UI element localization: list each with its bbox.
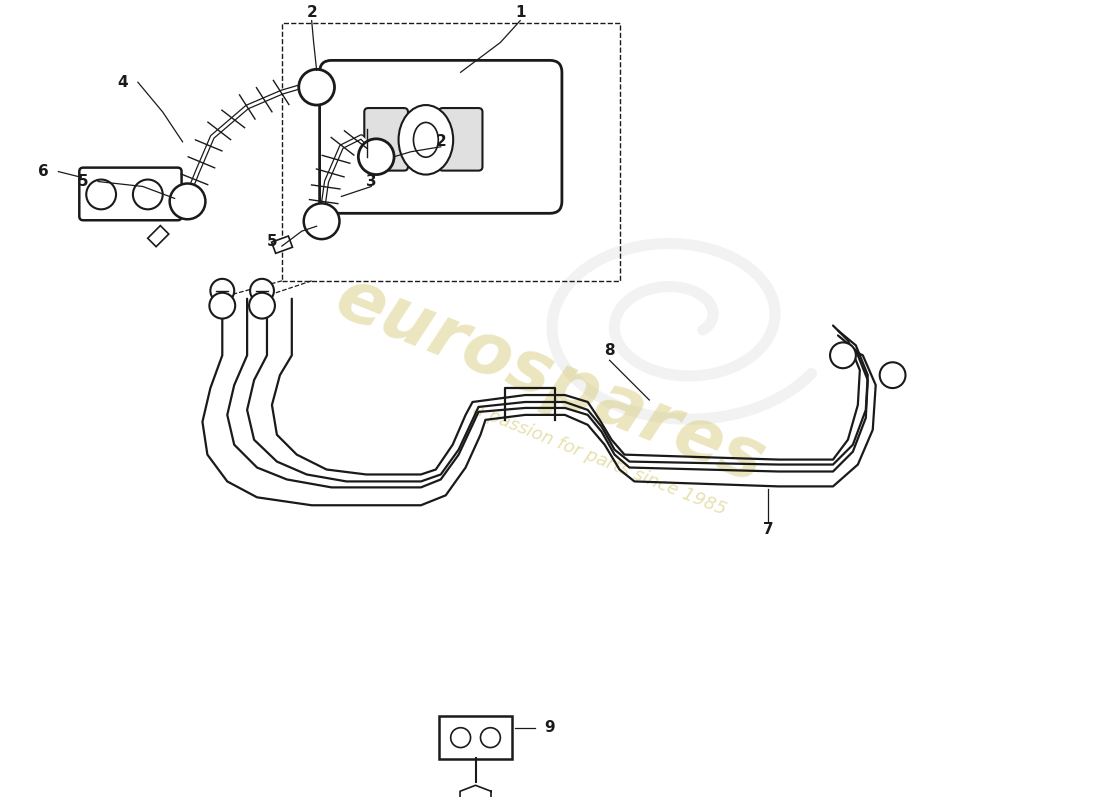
Text: 1: 1 xyxy=(515,6,526,20)
Circle shape xyxy=(830,342,856,368)
Text: 4: 4 xyxy=(118,74,129,90)
Ellipse shape xyxy=(414,122,438,157)
Circle shape xyxy=(451,728,471,747)
FancyBboxPatch shape xyxy=(364,108,408,170)
Circle shape xyxy=(304,203,340,239)
Text: eurospares: eurospares xyxy=(326,262,774,498)
Text: 2: 2 xyxy=(436,134,447,150)
Bar xyxy=(147,226,168,246)
Circle shape xyxy=(249,293,275,318)
Text: 2: 2 xyxy=(306,6,317,20)
Circle shape xyxy=(359,139,394,174)
Text: 6: 6 xyxy=(39,164,48,179)
Text: 8: 8 xyxy=(604,343,615,358)
FancyBboxPatch shape xyxy=(439,108,483,170)
Ellipse shape xyxy=(398,105,453,174)
Circle shape xyxy=(169,183,206,219)
FancyBboxPatch shape xyxy=(79,168,182,220)
Bar xyxy=(272,236,293,254)
Text: 5: 5 xyxy=(266,234,277,249)
Text: 7: 7 xyxy=(763,522,773,537)
FancyBboxPatch shape xyxy=(320,60,562,214)
Text: 9: 9 xyxy=(544,720,556,735)
Circle shape xyxy=(299,70,334,105)
Circle shape xyxy=(86,179,116,210)
Circle shape xyxy=(250,279,274,302)
Text: 5: 5 xyxy=(78,174,89,189)
Circle shape xyxy=(880,362,905,388)
Circle shape xyxy=(209,293,235,318)
FancyBboxPatch shape xyxy=(439,716,513,759)
Circle shape xyxy=(133,179,163,210)
Circle shape xyxy=(481,728,500,747)
Text: 3: 3 xyxy=(366,174,376,189)
Text: a passion for parts since 1985: a passion for parts since 1985 xyxy=(470,400,729,519)
Circle shape xyxy=(210,279,234,302)
